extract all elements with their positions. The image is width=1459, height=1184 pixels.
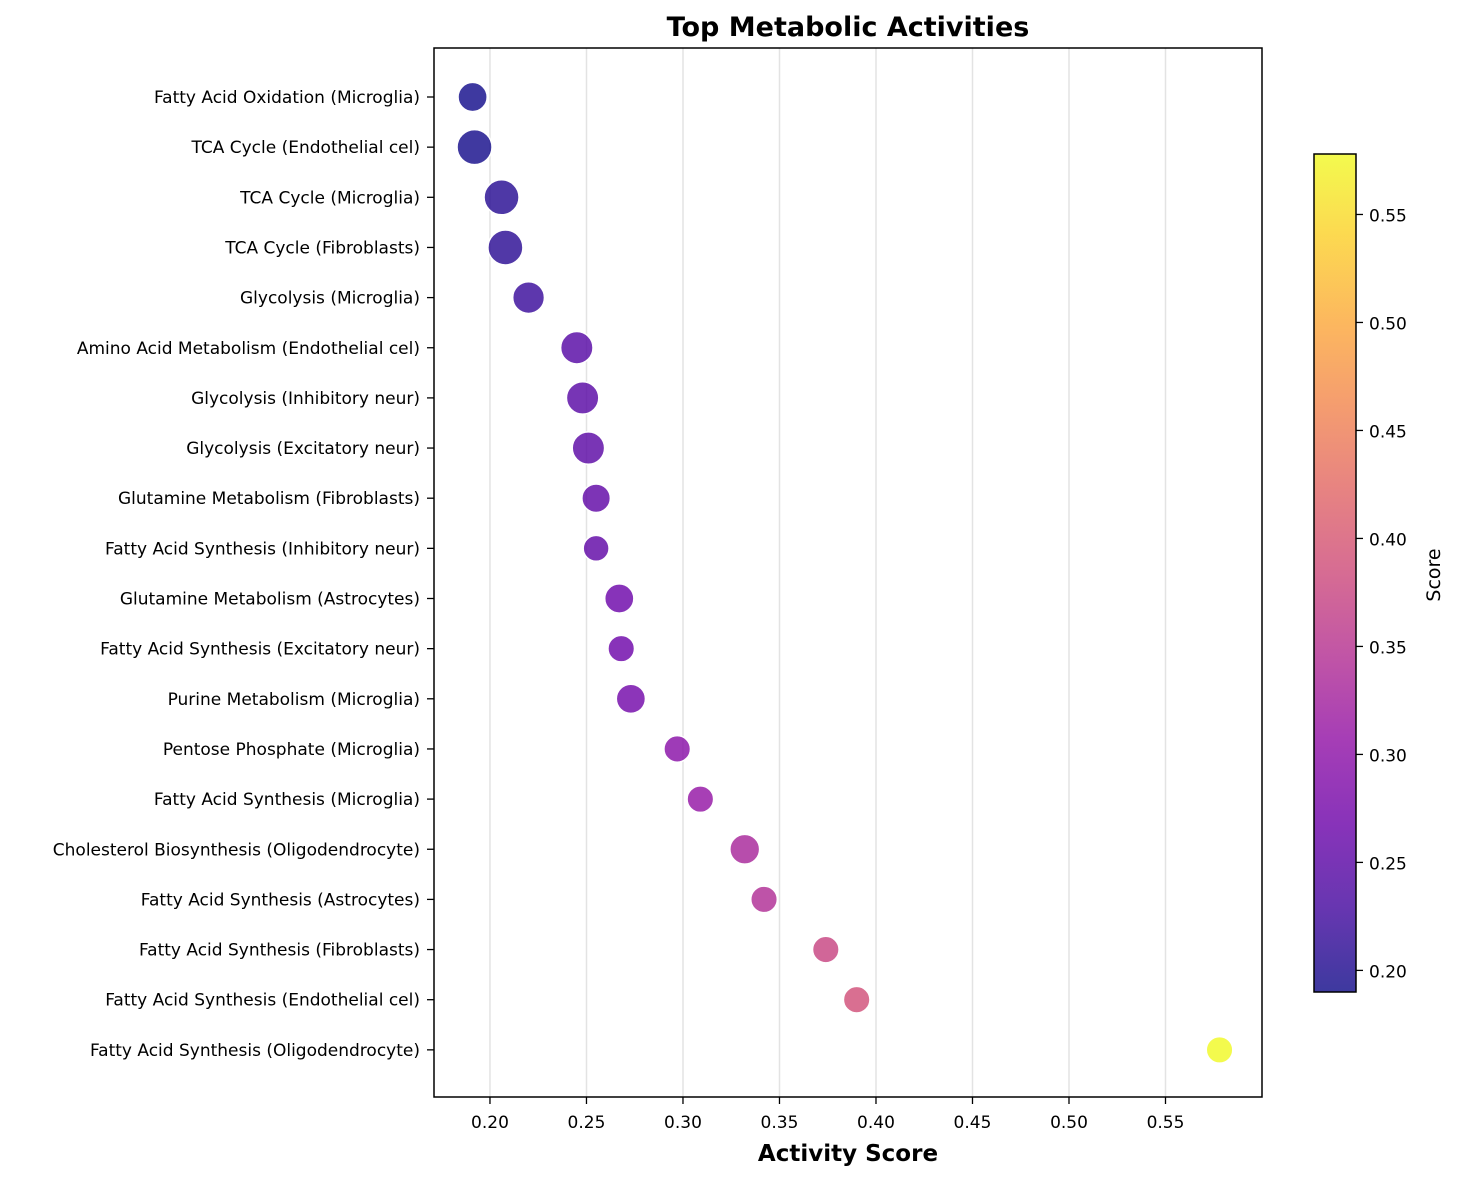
data-point (663, 734, 692, 763)
data-point (615, 683, 647, 715)
y-tick-label: Glycolysis (Inhibitory neur) (191, 389, 420, 409)
data-point (457, 81, 488, 113)
y-tick-label: Fatty Acid Synthesis (Excitatory neur) (100, 640, 420, 660)
y-tick-label: Cholesterol Biosynthesis (Oligodendrocyt… (53, 840, 420, 860)
data-point (750, 885, 779, 914)
y-tick-label: Fatty Acid Synthesis (Astrocytes) (141, 890, 420, 910)
colorbar (1314, 154, 1356, 992)
colorbar-tick-label: 0.20 (1369, 962, 1407, 982)
colorbar-frame (1313, 153, 1357, 993)
x-tick-label: 0.30 (664, 1113, 702, 1133)
x-tick-label: 0.35 (761, 1113, 799, 1133)
data-point (456, 128, 493, 166)
y-tick-label: Pentose Phosphate (Microglia) (163, 740, 420, 760)
y-tick-label: Glycolysis (Microglia) (240, 289, 420, 309)
data-point (581, 483, 612, 514)
x-tick-label: 0.20 (471, 1113, 509, 1133)
colorbar-tick-label: 0.55 (1369, 206, 1407, 226)
data-point (842, 985, 871, 1014)
x-axis-ticks: 0.20 0.25 0.30 0.35 0.40 0.45 0.50 0.55 (471, 1097, 1184, 1133)
colorbar-label: Score (1423, 548, 1445, 601)
y-axis-ticks: Fatty Acid Oxidation (Microglia) TCA Cycl… (53, 88, 434, 1061)
y-tick-label: Glycolysis (Excitatory neur) (186, 439, 420, 459)
colorbar-ticks: 0.20 0.25 0.30 0.35 0.40 0.45 0.50 0.55 (1356, 206, 1407, 982)
chart-title: Top Metabolic Activities (667, 12, 1030, 43)
data-point (483, 179, 520, 216)
y-tick-label: TCA Cycle (Endothelial cel) (190, 138, 420, 158)
y-tick-label: Fatty Acid Synthesis (Fibroblasts) (139, 941, 420, 961)
y-tick-label: Amino Acid Metabolism (Endothelial cel) (77, 339, 420, 359)
data-point (607, 634, 636, 663)
data-point (559, 330, 594, 365)
data-point (603, 583, 635, 614)
data-points (456, 81, 1234, 1064)
colorbar-tick-label: 0.40 (1369, 530, 1407, 550)
data-point (565, 380, 600, 415)
data-point (571, 431, 606, 465)
y-tick-label: Fatty Acid Oxidation (Microglia) (154, 88, 420, 108)
data-point (511, 280, 546, 315)
colorbar-tick-label: 0.35 (1369, 638, 1407, 658)
y-tick-label: Fatty Acid Synthesis (Inhibitory neur) (105, 539, 420, 559)
grid-lines (489, 48, 1167, 1097)
y-tick-label: Fatty Acid Synthesis (Oligodendrocyte) (90, 1041, 420, 1061)
x-tick-label: 0.50 (1050, 1113, 1088, 1133)
x-tick-label: 0.25 (568, 1113, 606, 1133)
y-tick-label: Purine Metabolism (Microglia) (168, 690, 420, 710)
y-tick-label: Glutamine Metabolism (Astrocytes) (120, 590, 420, 610)
data-point (1205, 1035, 1234, 1064)
x-tick-label: 0.40 (857, 1113, 895, 1133)
y-tick-label: Glutamine Metabolism (Fibroblasts) (118, 489, 420, 509)
y-tick-label: TCA Cycle (Microglia) (239, 188, 420, 208)
y-tick-label: Fatty Acid Synthesis (Microglia) (154, 790, 420, 810)
data-point (811, 935, 840, 964)
colorbar-tick-label: 0.30 (1369, 746, 1407, 766)
y-tick-label: TCA Cycle (Fibroblasts) (224, 238, 420, 258)
data-point (686, 785, 715, 814)
data-point (582, 534, 610, 563)
plot-frame (433, 47, 1263, 1098)
colorbar-tick-label: 0.25 (1369, 854, 1407, 874)
colorbar-tick-label: 0.45 (1369, 422, 1407, 442)
data-point (487, 229, 524, 266)
colorbar-tick-label: 0.50 (1369, 314, 1407, 334)
y-tick-label: Fatty Acid Synthesis (Endothelial cel) (105, 991, 420, 1011)
x-tick-label: 0.55 (1147, 1113, 1185, 1133)
x-tick-label: 0.45 (954, 1113, 992, 1133)
data-point (729, 833, 761, 865)
x-axis-label: Activity Score (758, 1141, 938, 1167)
